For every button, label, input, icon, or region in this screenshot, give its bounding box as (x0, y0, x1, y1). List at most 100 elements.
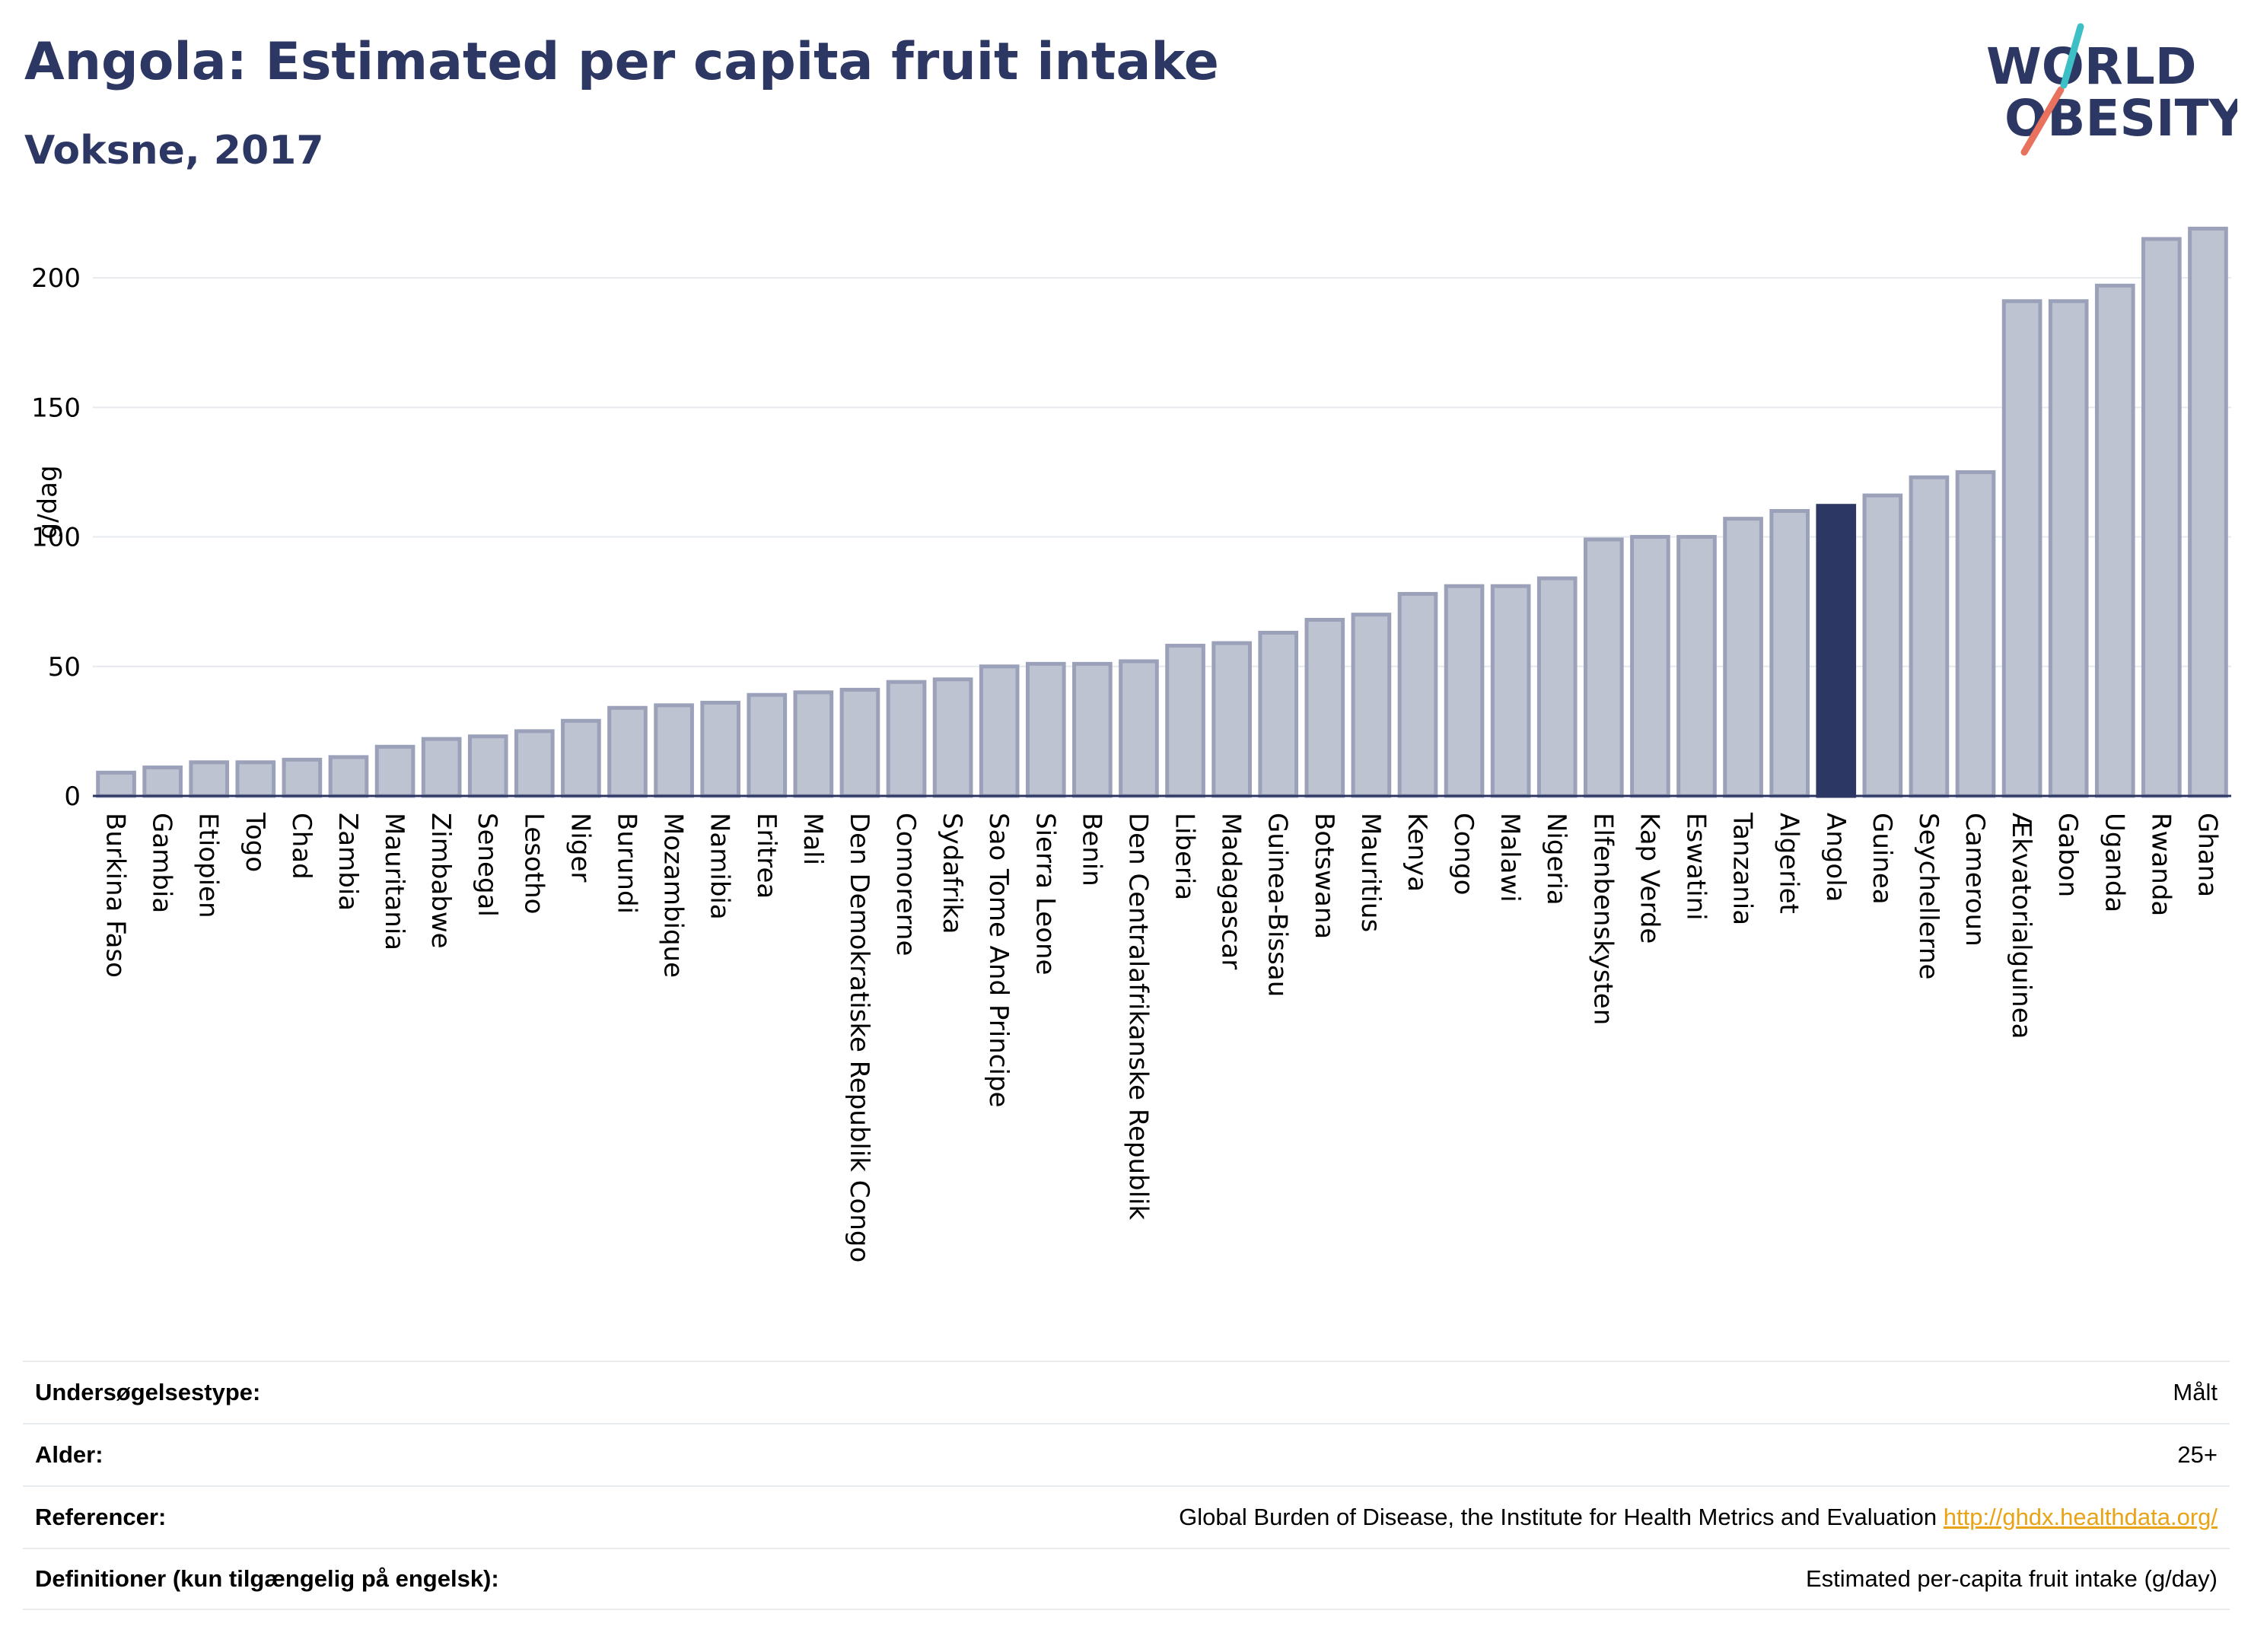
bar-benin[interactable] (1072, 661, 1113, 798)
y-tick-label: 0 (64, 781, 81, 812)
x-tick-label: Rwanda (2145, 813, 2176, 916)
x-tick-label: Chad (286, 813, 317, 880)
page-subtitle: Voksne, 2017 (24, 128, 324, 173)
bar-den-centralafrikanske-republik[interactable] (1119, 659, 1159, 798)
bar-mauritania[interactable] (374, 744, 415, 798)
x-tick-label: Niger (565, 813, 595, 882)
bar-mozambique[interactable] (654, 703, 694, 798)
bar-malawi[interactable] (1490, 584, 1531, 798)
info-row-definitions: Definitioner (kun tilgængelig på engelsk… (23, 1548, 2230, 1610)
bar-kenya[interactable] (1397, 591, 1438, 798)
x-tick-label: Gabon (2052, 813, 2083, 897)
bar-namibia[interactable] (700, 700, 740, 798)
bar-kap-verde[interactable] (1630, 535, 1670, 798)
bar-zambia[interactable] (328, 755, 369, 798)
x-tick-label: Zimbabwe (425, 813, 456, 949)
bar-comorerne[interactable] (886, 680, 927, 798)
info-value: Global Burden of Disease, the Institute … (1179, 1504, 2218, 1531)
bar-rwanda[interactable] (2141, 237, 2182, 798)
bar-senegal[interactable] (467, 734, 508, 798)
x-tick-label: Guinea-Bissau (1262, 813, 1293, 997)
x-tick-label: Etiopien (193, 813, 224, 918)
x-tick-label: Uganda (2099, 813, 2129, 912)
bar-sydafrika[interactable] (932, 677, 973, 798)
x-tick-label: Ghana (2192, 813, 2222, 897)
bar-guinea-bissau[interactable] (1258, 631, 1299, 798)
x-tick-label: Mauritania (379, 813, 409, 950)
x-tick-label: Algeriet (1774, 813, 1804, 914)
bar-togo[interactable] (235, 760, 276, 798)
bar-algeriet[interactable] (1769, 509, 1810, 798)
bar-elfenbenskysten[interactable] (1584, 537, 1624, 798)
x-tick-label: Den Demokratiske Republik Congo (844, 813, 874, 1262)
bar-angola[interactable] (1816, 504, 1857, 798)
x-tick-label: Togo (240, 812, 270, 872)
x-tick-label: Kenya (1402, 813, 1432, 892)
bar-etiopien[interactable] (189, 760, 230, 798)
logo-line1: WORLD (1986, 37, 2197, 96)
x-tick-label: Sydafrika (937, 813, 967, 934)
x-tick-label: Malawi (1495, 813, 1525, 902)
x-tick-label: Mauritius (1355, 813, 1386, 932)
x-tick-label: Eswatini (1681, 813, 1711, 921)
bar-ghana[interactable] (2188, 226, 2228, 798)
bar-cameroun[interactable] (1955, 469, 1996, 798)
y-tick-label: 150 (31, 393, 81, 423)
y-axis-ticks: 0 50 100 150 200 (31, 263, 81, 812)
bar-gabon[interactable] (2048, 299, 2089, 798)
bar-burundi[interactable] (607, 705, 648, 798)
bar-chad[interactable] (282, 757, 323, 798)
info-label: Referencer: (35, 1504, 167, 1530)
x-tick-label: Zambia (333, 813, 363, 911)
x-tick-label: Sierra Leone (1030, 813, 1060, 975)
x-tick-label: Burkina Faso (100, 813, 131, 978)
x-tick-label: Kap Verde (1634, 813, 1664, 944)
info-row-references: Referencer: Global Burden of Disease, th… (23, 1485, 2230, 1548)
bar-niger[interactable] (561, 718, 601, 798)
bar-madagascar[interactable] (1211, 641, 1252, 798)
info-table: Undersøgelsestype: Målt Alder: 25+ Refer… (23, 1361, 2230, 1610)
x-tick-label: Namibia (705, 813, 735, 920)
x-tick-label: Lesotho (518, 813, 549, 914)
y-tick-label: 100 (31, 523, 81, 553)
bar-den-demokratiske-republik-congo[interactable] (839, 687, 880, 798)
bar-eritrea[interactable] (747, 692, 788, 798)
info-value: Estimated per-capita fruit intake (g/day… (1805, 1565, 2218, 1592)
bar-guinea[interactable] (1862, 493, 1903, 798)
bar-nigeria[interactable] (1536, 576, 1578, 798)
x-tick-label: Gambia (147, 813, 177, 913)
reference-text: Global Burden of Disease, the Institute … (1179, 1504, 1937, 1530)
reference-link[interactable]: http://ghdx.healthdata.org/ (1943, 1504, 2218, 1530)
info-label: Undersøgelsestype: (35, 1379, 261, 1405)
bar-gambia[interactable] (142, 766, 183, 798)
page-title: Angola: Estimated per capita fruit intak… (24, 32, 1219, 92)
bar-sao-tome-and-principe[interactable] (979, 664, 1020, 798)
x-tick-label: Comorerne (890, 813, 921, 956)
info-label: Alder: (35, 1441, 103, 1468)
x-tick-label: Liberia (1170, 813, 1200, 900)
logo-slash-teal (2060, 23, 2084, 89)
x-tick-label: Elfenbenskysten (1587, 813, 1618, 1025)
bar-seychellerne[interactable] (1909, 475, 1950, 798)
bar-tanzania[interactable] (1723, 517, 1763, 798)
bar-zimbabwe[interactable] (421, 737, 462, 798)
bar-eswatini[interactable] (1676, 535, 1717, 798)
bar-lesotho[interactable] (514, 729, 555, 798)
info-value: Målt (2173, 1379, 2218, 1405)
x-tick-label: Ækvatorialguinea (2006, 813, 2036, 1039)
bar-mali[interactable] (793, 690, 834, 798)
logo-slash-coral (2020, 86, 2065, 156)
bar-sierra-leone[interactable] (1025, 661, 1066, 798)
x-axis-ticks: Burkina Faso Gambia Etiopien Togo Chad Zambia… (100, 812, 2223, 1262)
bar-botswana[interactable] (1304, 617, 1345, 798)
info-value: 25+ (2177, 1441, 2218, 1468)
bars (96, 226, 2228, 798)
x-tick-label: Botswana (1309, 813, 1339, 939)
bar-liberia[interactable] (1165, 644, 1205, 798)
bar-congo[interactable] (1444, 584, 1485, 798)
bar-ækvatorialguinea[interactable] (2001, 299, 2042, 798)
bar-mauritius[interactable] (1351, 613, 1392, 798)
x-tick-label: Sao Tome And Principe (983, 813, 1014, 1107)
bar-burkina-faso[interactable] (96, 770, 136, 798)
bar-uganda[interactable] (2094, 283, 2135, 798)
